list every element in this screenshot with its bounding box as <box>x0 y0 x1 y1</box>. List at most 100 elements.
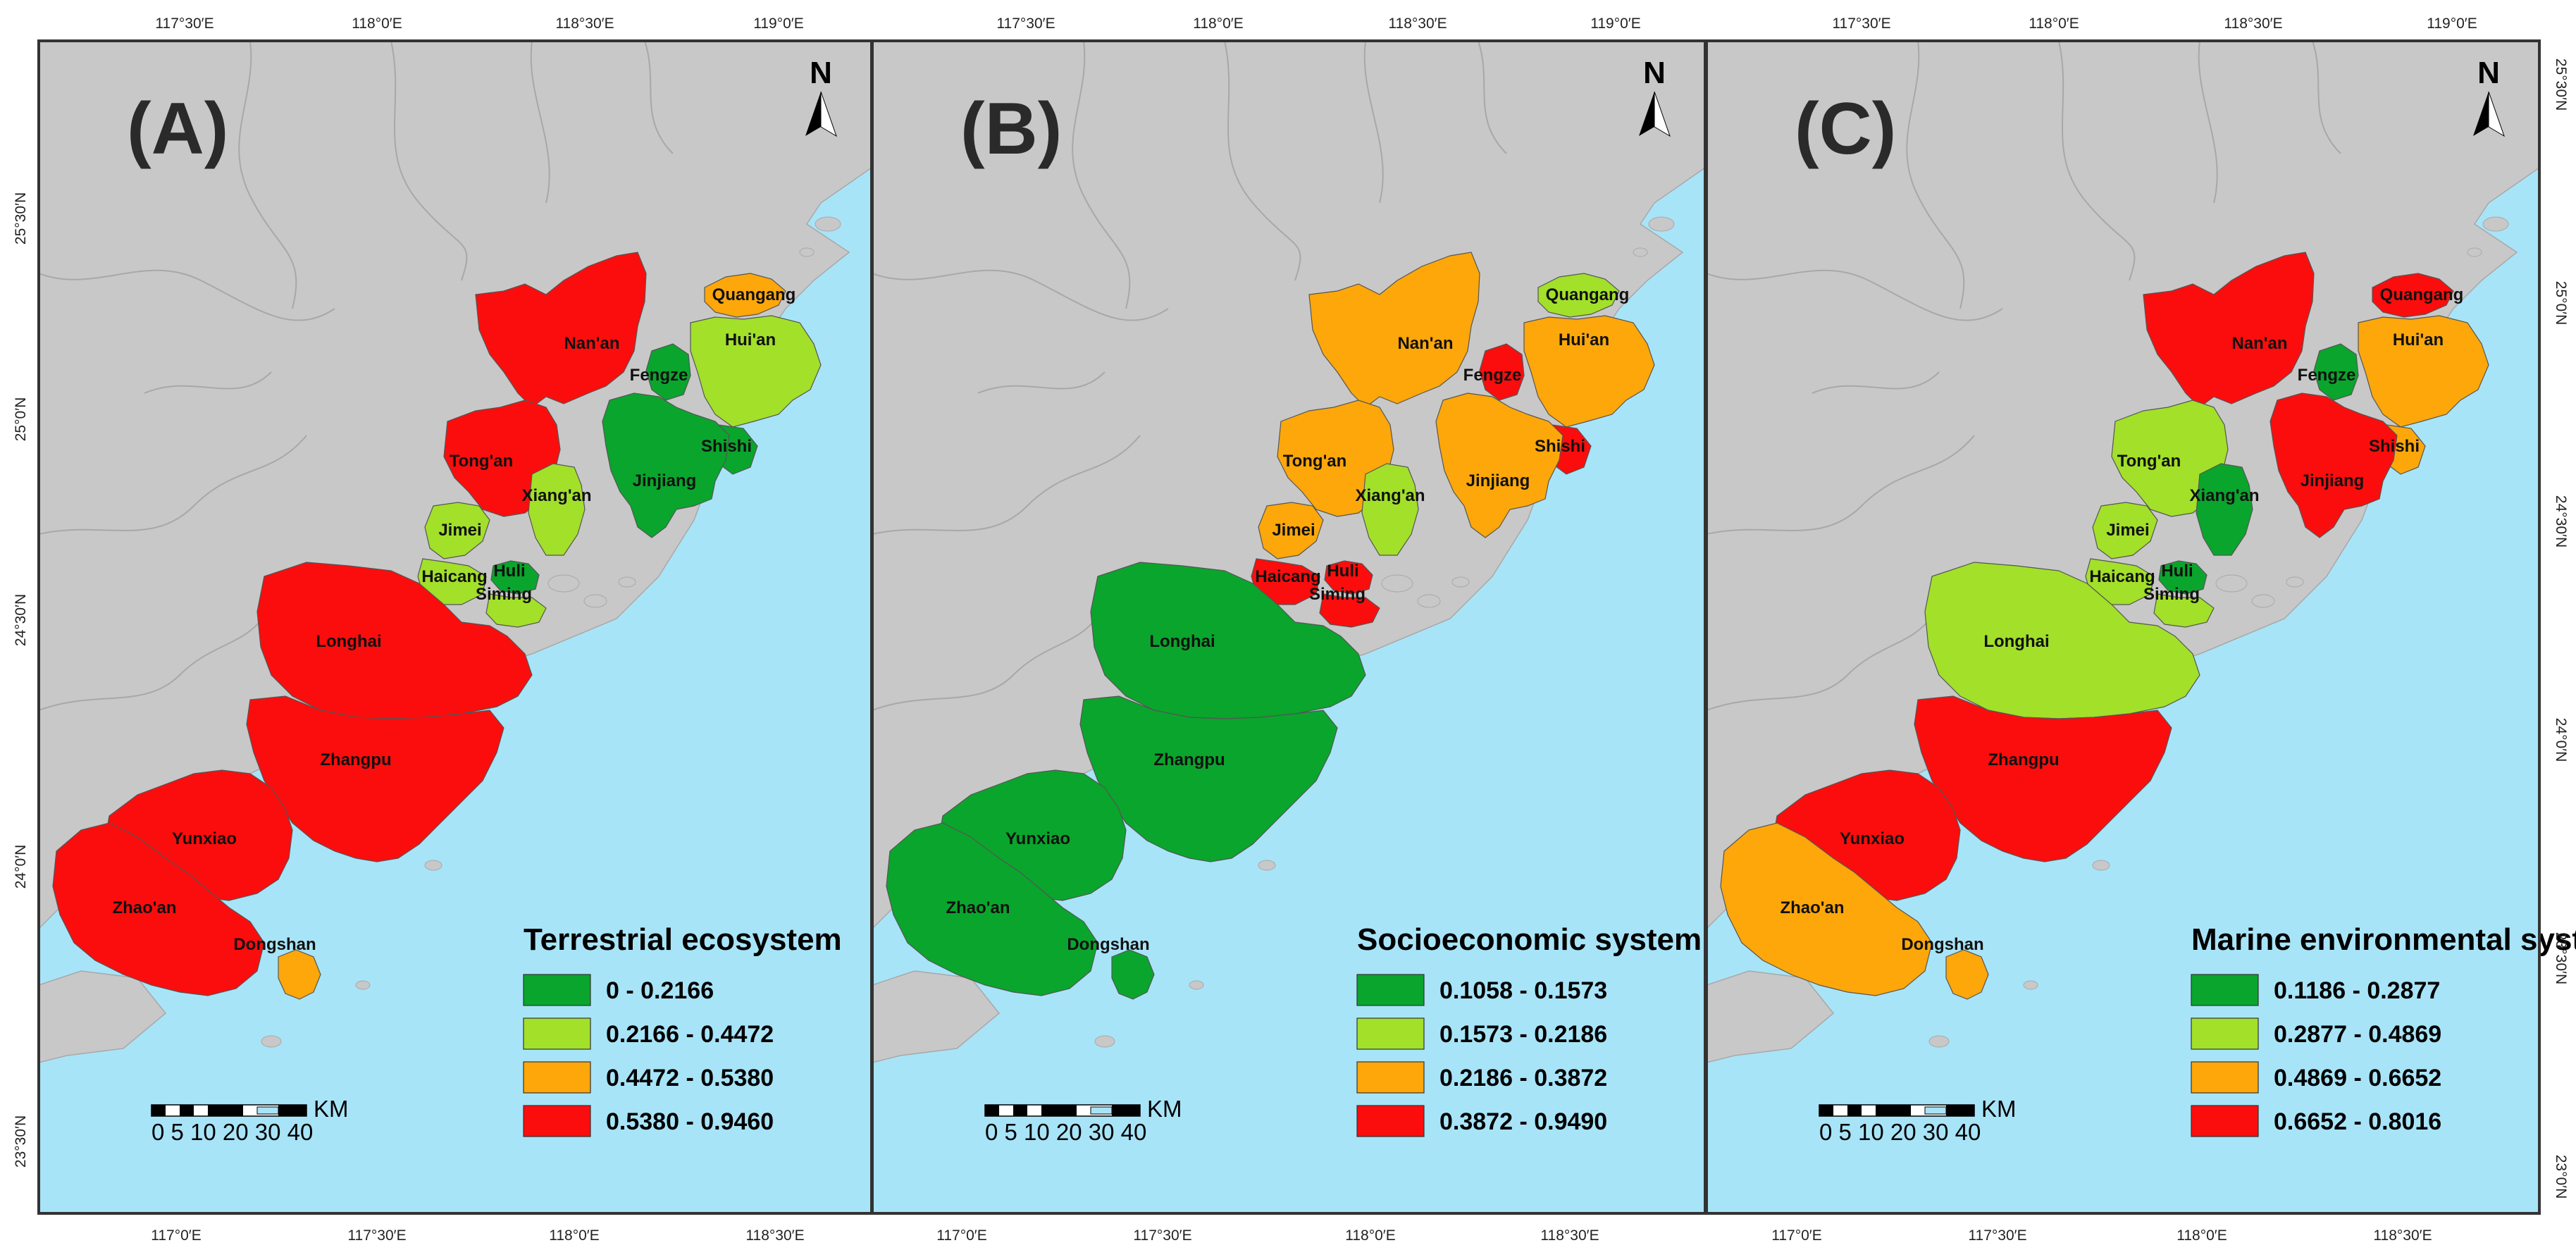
legend-label: 0.1573 - 0.2186 <box>1439 1021 1607 1048</box>
region-jimei[interactable] <box>1258 502 1324 559</box>
islands <box>1094 216 1675 1048</box>
region-quangang[interactable] <box>2372 273 2454 318</box>
region-label: Shishi <box>2369 437 2420 456</box>
region-quangang[interactable] <box>704 273 786 318</box>
region-label: Hui'an <box>1559 330 1609 349</box>
region-longhai[interactable] <box>1090 562 1366 719</box>
legend-swatch <box>1356 1061 1425 1094</box>
top-tick-3-c: 118°30′E <box>2224 16 2282 32</box>
region-label: Yunxiao <box>1005 829 1070 848</box>
region-jimei[interactable] <box>2092 502 2158 559</box>
right-tick-1: 25°30′N <box>2553 58 2569 111</box>
legend-swatch <box>1356 1105 1425 1137</box>
right-tick-4: 24°0′N <box>2553 718 2569 762</box>
legend-label: 0 - 0.2166 <box>606 977 714 1004</box>
legend-label: 0.3872 - 0.9490 <box>1439 1108 1607 1135</box>
region-dongshan[interactable] <box>1111 949 1155 1000</box>
region-siming[interactable] <box>1319 593 1380 628</box>
bottom-tick-2-c: 117°30′E <box>1968 1227 2026 1244</box>
region-nanan[interactable] <box>475 252 647 408</box>
bottom-tick-1-a: 117°0′E <box>151 1227 202 1244</box>
region-zhaoan[interactable] <box>1720 822 1933 996</box>
region-label: Zhao'an <box>946 898 1010 917</box>
region-label: Zhangpu <box>1153 750 1225 769</box>
region-label: Jinjiang <box>633 471 697 490</box>
region-dongshan[interactable] <box>278 949 321 1000</box>
region-huli[interactable] <box>2158 560 2207 595</box>
legend-swatch <box>523 1017 591 1050</box>
region-xiangan[interactable] <box>528 463 586 556</box>
bottom-ticks: 117°0′E 117°30′E 118°0′E 118°30′E 117°0′… <box>151 1227 2432 1244</box>
study-regions <box>886 252 1655 1000</box>
region-huian[interactable] <box>1523 315 1655 428</box>
region-huian[interactable] <box>2358 315 2489 428</box>
region-quangang[interactable] <box>1537 273 1620 318</box>
scale-numbers: 0 5 10 20 30 40 <box>151 1119 313 1145</box>
region-label: Fengze <box>2298 366 2356 385</box>
region-label: Siming <box>2143 585 2200 604</box>
region-jinjiang[interactable] <box>2270 392 2398 538</box>
region-zhaoan[interactable] <box>52 822 265 996</box>
region-dongshan[interactable] <box>1945 949 1989 1000</box>
region-fengze[interactable] <box>1479 343 1525 401</box>
region-label: Shishi <box>701 437 752 456</box>
north-label: N <box>1643 56 1666 90</box>
legend-swatch <box>1356 974 1425 1006</box>
legend-swatch <box>2191 1105 2259 1137</box>
region-label: Nan'an <box>564 334 619 353</box>
region-xiangan[interactable] <box>1361 463 1419 556</box>
legend-title: Socioeconomic system <box>1357 922 1702 957</box>
region-siming[interactable] <box>485 593 547 628</box>
panel-letter: (C) <box>1795 88 1896 170</box>
north-arrow-icon: N <box>2473 56 2505 137</box>
region-label: Nan'an <box>1397 334 1453 353</box>
region-nanan[interactable] <box>2143 252 2315 408</box>
scale-numbers: 0 5 10 20 30 40 <box>985 1119 1146 1145</box>
top-ticks: 117°30′E 118°0′E 118°30′E 119°0′E 117°30… <box>155 16 2477 32</box>
region-longhai[interactable] <box>256 562 533 719</box>
region-zhaoan[interactable] <box>886 822 1098 996</box>
north-arrow-icon: N <box>1639 56 1671 137</box>
legend-swatch <box>2191 974 2259 1006</box>
land-mass-south <box>1707 970 1835 1063</box>
top-tick-4-c: 119°0′E <box>2427 16 2477 32</box>
scale-numbers: 0 5 10 20 30 40 <box>1819 1119 1981 1145</box>
north-label: N <box>810 56 832 90</box>
region-label: Hui'an <box>725 330 776 349</box>
top-tick-4-a: 119°0′E <box>753 16 804 32</box>
region-huian[interactable] <box>690 315 822 428</box>
region-jimei[interactable] <box>424 502 490 559</box>
region-jinjiang[interactable] <box>602 392 730 538</box>
region-huli[interactable] <box>490 560 540 595</box>
region-label: Nan'an <box>2231 334 2287 353</box>
boundary-lines <box>1707 41 2341 711</box>
region-label: Haicang <box>2089 567 2155 586</box>
top-tick-3-a: 118°30′E <box>555 16 614 32</box>
legend-title: Terrestrial ecosystem <box>524 922 842 957</box>
region-label: Yunxiao <box>1840 829 1905 848</box>
north-label: N <box>2477 56 2500 90</box>
region-jinjiang[interactable] <box>1435 392 1563 538</box>
region-label: Jinjiang <box>2301 471 2365 490</box>
north-arrow-half <box>1654 91 1671 137</box>
region-label: Dongshan <box>233 935 316 954</box>
panel-letter: (B) <box>960 88 1062 170</box>
region-xiangan[interactable] <box>2196 463 2253 556</box>
legend-label: 0.2166 - 0.4472 <box>606 1021 774 1048</box>
region-label: Quangang <box>712 285 796 304</box>
base-map <box>39 41 872 1213</box>
region-nanan[interactable] <box>1308 252 1480 408</box>
bottom-tick-3-a: 118°0′E <box>549 1227 600 1244</box>
region-fengze[interactable] <box>645 343 691 401</box>
region-longhai[interactable] <box>1924 562 2200 719</box>
region-fengze[interactable] <box>2313 343 2359 401</box>
region-siming[interactable] <box>2153 593 2215 628</box>
region-label: Zhao'an <box>1780 898 1844 917</box>
bottom-tick-3-c: 118°0′E <box>2176 1227 2227 1244</box>
region-huli[interactable] <box>1324 560 1373 595</box>
north-arrow-icon: N <box>805 56 837 137</box>
legend-label: 0.6652 - 0.8016 <box>2274 1108 2441 1135</box>
land-mass-south <box>872 970 1001 1063</box>
